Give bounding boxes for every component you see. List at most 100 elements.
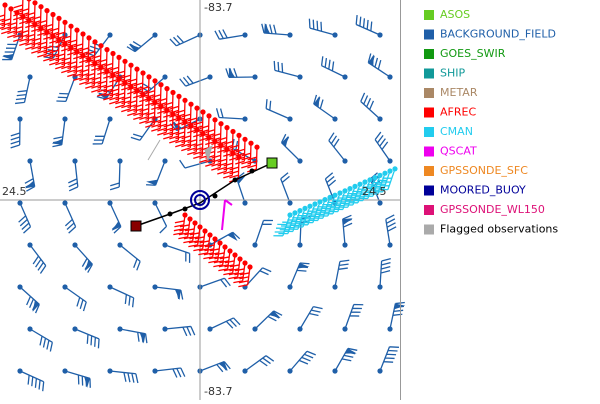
legend-swatch <box>424 146 434 157</box>
qscat-barb <box>221 199 233 231</box>
station-dot <box>200 131 206 137</box>
wind-flag <box>227 232 238 242</box>
wind-barb <box>187 129 198 156</box>
wind-barb <box>74 328 100 349</box>
wind-barb <box>145 102 156 128</box>
station-dot <box>224 146 230 152</box>
legend-swatch <box>424 68 434 79</box>
track-line <box>135 162 273 227</box>
wind-barb <box>374 131 391 162</box>
station-dot <box>222 244 228 250</box>
station-dot <box>117 158 123 164</box>
station-dot <box>297 158 303 164</box>
station-dot <box>287 368 293 374</box>
station-dot <box>317 199 323 205</box>
station-dot <box>122 58 128 64</box>
station-dot <box>104 68 110 74</box>
station-dot <box>134 88 140 94</box>
station-dot <box>237 256 243 262</box>
wind-barb <box>139 98 150 124</box>
wind-barb <box>73 55 84 82</box>
wind-barb <box>61 47 72 74</box>
station-dot <box>116 76 122 82</box>
wind-flag <box>342 218 353 226</box>
legend-label: GPSSONDE_WL150 <box>440 203 545 216</box>
wind-barb <box>265 99 291 120</box>
station-dot <box>62 200 68 206</box>
wind-barb <box>218 250 231 272</box>
legend-label: ASOS <box>440 8 470 21</box>
wind-barb <box>127 90 138 117</box>
wind-barb <box>64 202 77 234</box>
wind-barb <box>205 141 216 167</box>
wind-barb <box>225 68 256 79</box>
station-dot <box>337 190 343 196</box>
station-dot <box>187 216 193 222</box>
station-dot <box>242 32 248 38</box>
wind-barb <box>211 145 222 171</box>
wind-barb <box>91 67 102 93</box>
wind-barb <box>228 258 241 280</box>
station-dot <box>287 284 293 290</box>
wind-flag <box>139 332 146 344</box>
station-dot <box>252 326 258 332</box>
wind-flag <box>84 376 90 388</box>
buoy-ring <box>190 190 210 210</box>
station-dot <box>38 4 44 10</box>
legend-label: QSCAT <box>440 145 477 158</box>
station-dot <box>377 32 383 38</box>
station-dot <box>200 109 206 115</box>
wind-barb <box>109 286 135 308</box>
station-dot <box>8 6 14 12</box>
wind-barb <box>313 94 336 120</box>
wind-barb <box>31 28 42 54</box>
station-dot <box>332 32 338 38</box>
station-dot <box>140 70 146 76</box>
station-dot <box>206 135 212 141</box>
wind-flag <box>174 289 181 301</box>
wind-barb <box>334 259 350 288</box>
station-dot <box>182 212 188 218</box>
wind-barb <box>169 118 180 144</box>
wind-barb <box>178 218 191 240</box>
wind-barb <box>64 286 87 312</box>
wind-barb <box>328 132 346 162</box>
wind-barb <box>52 118 66 148</box>
wind-barb <box>217 149 228 175</box>
wind-barb <box>355 15 381 36</box>
wind-barb <box>308 18 336 36</box>
station-dot <box>176 93 182 99</box>
station-dot <box>236 154 242 160</box>
station-dot <box>342 242 348 248</box>
station-dot <box>292 210 298 216</box>
station-dot <box>197 224 203 230</box>
legend-swatch <box>424 29 434 40</box>
station-dot <box>162 242 168 248</box>
station-dot <box>248 140 254 146</box>
wind-barb <box>24 160 36 192</box>
station-dot <box>207 74 213 80</box>
wind-barb <box>193 230 206 252</box>
station-dot <box>152 284 158 290</box>
station-dot <box>252 242 258 248</box>
station-dot <box>207 326 213 332</box>
station-dot <box>62 368 68 374</box>
station-dot <box>158 103 164 109</box>
flagged-barb <box>147 139 213 162</box>
wind-barb <box>342 214 353 246</box>
wind-barb <box>344 303 364 330</box>
wind-barb <box>241 143 252 169</box>
wind-barb <box>119 328 148 344</box>
wind-barb <box>163 114 174 140</box>
station-dot <box>116 54 122 61</box>
wind-flag <box>269 310 281 319</box>
station-dot <box>146 74 152 80</box>
station-dot <box>176 115 182 121</box>
wind-barb <box>213 246 226 268</box>
station-dot <box>50 33 56 39</box>
station-dot <box>297 208 303 214</box>
wind-barb <box>379 346 400 372</box>
station-dot <box>2 2 8 8</box>
station-dot <box>242 200 248 206</box>
